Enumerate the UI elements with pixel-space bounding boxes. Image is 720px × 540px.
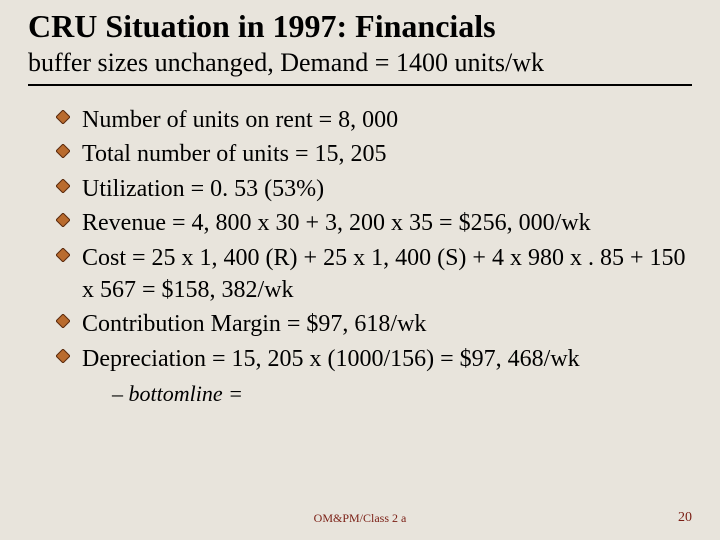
bullet-text: Number of units on rent = 8, 000 <box>82 107 398 133</box>
bullet-text: Contribution Margin = $97, 618/wk <box>82 311 426 337</box>
slide-title: CRU Situation in 1997: Financials <box>28 8 692 45</box>
diamond-icon <box>56 179 70 193</box>
bullet-text: Cost = 25 x 1, 400 (R) + 25 x 1, 400 (S)… <box>82 245 685 303</box>
bullet-item: Utilization = 0. 53 (53%) <box>56 173 692 205</box>
sub-bullet-list: – bottomline = <box>112 379 692 409</box>
bullet-text: Revenue = 4, 800 x 30 + 3, 200 x 35 = $2… <box>82 210 591 236</box>
diamond-icon <box>56 110 70 124</box>
sub-bullet-item: – bottomline = <box>112 379 692 409</box>
diamond-icon <box>56 349 70 363</box>
diamond-icon <box>56 314 70 328</box>
slide-number: 20 <box>678 510 692 526</box>
bullet-item: Revenue = 4, 800 x 30 + 3, 200 x 35 = $2… <box>56 207 692 239</box>
bullet-text: Utilization = 0. 53 (53%) <box>82 176 324 202</box>
title-rule <box>28 84 692 86</box>
bullet-item: Cost = 25 x 1, 400 (R) + 25 x 1, 400 (S)… <box>56 242 692 307</box>
diamond-icon <box>56 213 70 227</box>
bullet-item: Total number of units = 15, 205 <box>56 138 692 170</box>
footer-center: OM&PM/Class 2 a <box>0 511 720 526</box>
bullet-item: Number of units on rent = 8, 000 <box>56 104 692 136</box>
bullet-list: Number of units on rent = 8, 000 Total n… <box>56 104 692 409</box>
slide-subtitle: buffer sizes unchanged, Demand = 1400 un… <box>28 47 692 78</box>
diamond-icon <box>56 144 70 158</box>
slide: CRU Situation in 1997: Financials buffer… <box>0 0 720 540</box>
bullet-item: Contribution Margin = $97, 618/wk <box>56 308 692 340</box>
diamond-icon <box>56 248 70 262</box>
bullet-text: Total number of units = 15, 205 <box>82 141 387 167</box>
bullet-text: Depreciation = 15, 205 x (1000/156) = $9… <box>82 346 580 372</box>
bullet-item: Depreciation = 15, 205 x (1000/156) = $9… <box>56 343 692 409</box>
